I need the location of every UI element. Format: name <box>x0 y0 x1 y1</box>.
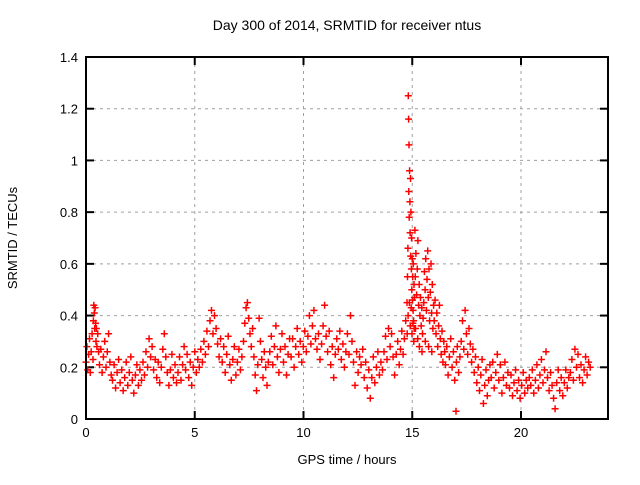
y-tick-label: 0 <box>71 412 78 427</box>
x-axis-label: GPS time / hours <box>298 452 397 467</box>
tick-labels: 0 0.2 0.4 0.6 0.8 1 1.2 1.4 0 5 10 15 20 <box>60 50 528 440</box>
y-tick-label: 0.2 <box>60 360 78 375</box>
y-tick-label: 0.6 <box>60 257 78 272</box>
gridlines <box>86 57 608 419</box>
plot-border <box>85 56 609 420</box>
x-tick-label: 5 <box>191 425 198 440</box>
y-axis-label: SRMTID / TECUs <box>5 186 20 289</box>
x-tick-label: 20 <box>514 425 528 440</box>
scatter-series <box>82 92 594 415</box>
y-tick-label: 1.2 <box>60 102 78 117</box>
data-points <box>82 92 594 415</box>
axis-ticks <box>85 56 608 420</box>
y-tick-label: 0.8 <box>60 205 78 220</box>
chart-title: Day 300 of 2014, SRMTID for receiver ntu… <box>213 17 481 33</box>
x-tick-label: 0 <box>82 425 89 440</box>
y-tick-label: 1.4 <box>60 50 78 65</box>
y-tick-label: 1 <box>71 153 78 168</box>
y-tick-label: 0.4 <box>60 309 78 324</box>
x-tick-label: 15 <box>405 425 419 440</box>
x-tick-label: 10 <box>296 425 310 440</box>
